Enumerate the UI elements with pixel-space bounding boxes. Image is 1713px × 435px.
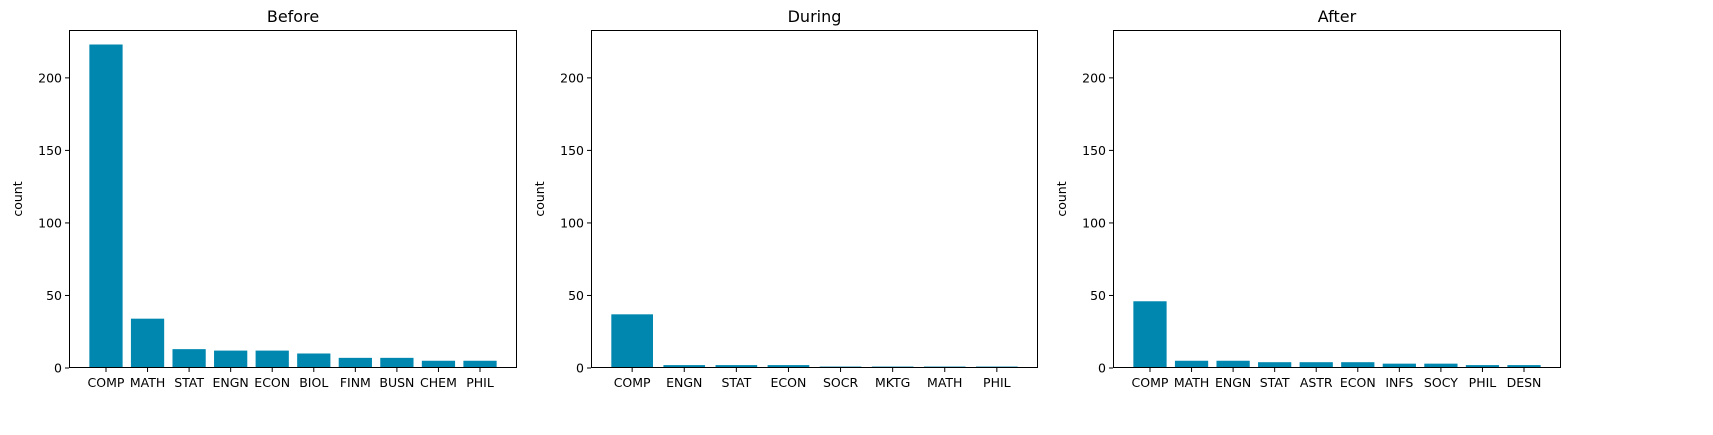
y-tick-label: 50: [568, 288, 584, 303]
chart-panel-during: 0 50 100 150 200 COMP ENGN STAT ECON SOCR MKTG MATH…: [532, 7, 1038, 390]
x-tick-label-chem: CHEM: [420, 375, 457, 390]
y-tick-label: 150: [1082, 143, 1106, 158]
x-tick-label-econ: ECON: [254, 375, 290, 390]
x-tick-label-stat: STAT: [1260, 375, 1290, 390]
bar-biol: [297, 353, 331, 368]
y-tick-label: 50: [1090, 288, 1106, 303]
y-tick-label: 100: [1082, 215, 1106, 230]
chart-title: After: [1318, 7, 1357, 26]
bar-econ: [1341, 362, 1375, 368]
y-axis-label: count: [1054, 181, 1069, 216]
bar-engn: [663, 365, 706, 368]
bar-econ: [255, 350, 289, 368]
bar-socy: [1424, 363, 1458, 368]
bar-astr: [1299, 362, 1333, 368]
x-tick-label-stat: STAT: [721, 375, 751, 390]
y-tick-label: 150: [38, 143, 62, 158]
bar-phil: [463, 360, 497, 368]
bar-engn: [214, 350, 248, 368]
x-tick-label-math: MATH: [1174, 375, 1209, 390]
axes-frame: [591, 30, 1038, 368]
bar-math: [1174, 360, 1209, 368]
y-tick-label: 50: [46, 288, 62, 303]
x-tick-label-engn: ENGN: [213, 375, 249, 390]
chart-title: During: [788, 7, 842, 26]
y-tick-label: 200: [560, 70, 584, 85]
y-axis-label: count: [532, 181, 547, 216]
x-tick-label-phil: PHIL: [983, 375, 1011, 390]
x-tick-label-comp: COMP: [1132, 375, 1169, 390]
x-tick-label-socr: SOCR: [823, 375, 859, 390]
bar-comp: [611, 314, 653, 368]
y-tick-label: 100: [38, 215, 62, 230]
x-tick-label-biol: BIOL: [299, 375, 328, 390]
x-tick-label-math: MATH: [927, 375, 962, 390]
chart-title: Before: [267, 7, 319, 26]
bar-chem: [421, 360, 456, 368]
y-tick-label: 100: [560, 215, 584, 230]
y-tick-label: 150: [560, 143, 584, 158]
bar-stat: [1258, 362, 1292, 368]
axes-frame: [1113, 30, 1561, 368]
axes-frame: [69, 30, 517, 368]
bar-infs: [1382, 363, 1416, 368]
x-tick-label-infs: INFS: [1385, 375, 1413, 390]
bar-comp: [89, 44, 123, 368]
x-tick-label-comp: COMP: [614, 375, 651, 390]
x-tick-label-phil: PHIL: [1469, 375, 1497, 390]
x-tick-label-econ: ECON: [1340, 375, 1376, 390]
bar-desn: [1507, 365, 1541, 368]
bar-econ: [767, 365, 810, 368]
bar-math: [130, 318, 165, 368]
x-tick-label-comp: COMP: [88, 375, 125, 390]
x-tick-label-socy: SOCY: [1424, 375, 1458, 390]
bar-stat: [172, 349, 206, 368]
y-tick-label: 0: [1098, 361, 1106, 376]
x-tick-label-busn: BUSN: [379, 375, 414, 390]
bar-finm: [338, 357, 372, 368]
x-tick-label-desn: DESN: [1507, 375, 1542, 390]
bar-phil: [1465, 365, 1500, 368]
x-tick-label-math: MATH: [130, 375, 165, 390]
y-axis-label: count: [10, 181, 25, 216]
y-tick-label: 0: [576, 361, 584, 376]
x-tick-label-phil: PHIL: [466, 375, 494, 390]
chart-panel-before: 0 50 100 150 200 COMP MATH STAT ENGN ECON BIOL FINM…: [10, 7, 517, 390]
bar-busn: [380, 357, 414, 368]
bar-comp: [1133, 301, 1167, 368]
x-tick-label-mktg: MKTG: [875, 375, 910, 390]
y-tick-label: 0: [54, 361, 62, 376]
x-tick-label-astr: ASTR: [1300, 375, 1333, 390]
x-tick-label-engn: ENGN: [666, 375, 702, 390]
chart-panel-after: 0 50 100 150 200 COMP MATH ENGN STAT ASTR ECON INFS…: [1054, 7, 1561, 390]
y-tick-label: 200: [1082, 70, 1106, 85]
y-tick-label: 200: [38, 70, 62, 85]
x-tick-label-engn: ENGN: [1215, 375, 1251, 390]
bar-engn: [1216, 360, 1250, 368]
x-tick-label-stat: STAT: [174, 375, 204, 390]
x-tick-label-econ: ECON: [771, 375, 807, 390]
bar-stat: [715, 365, 758, 368]
x-tick-label-finm: FINM: [340, 375, 371, 390]
